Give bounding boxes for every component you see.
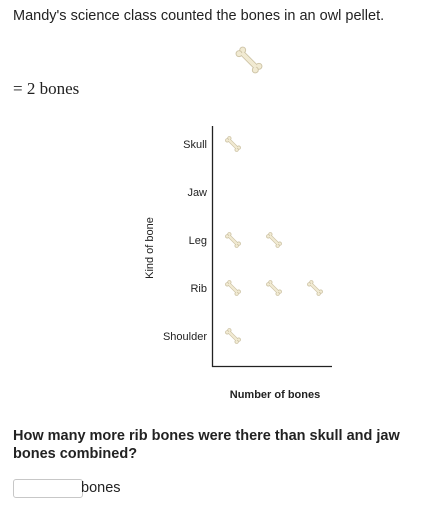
- bone-icon-leg-2: [266, 232, 282, 248]
- category-label-shoulder: Shoulder: [163, 331, 207, 343]
- category-label-skull: Skull: [183, 139, 207, 151]
- answer-input[interactable]: [13, 479, 83, 498]
- pictograph-chart: Kind of bone Number of bones Skull Jaw Leg…: [144, 126, 332, 401]
- bone-icon-skull-1: [225, 136, 241, 152]
- key-bone-icon: [235, 46, 263, 74]
- bone-icon-shoulder-1: [225, 328, 241, 344]
- category-label-rib: Rib: [190, 283, 207, 295]
- answer-unit: bones: [81, 480, 121, 496]
- bone-icon-rib-3: [307, 280, 323, 296]
- x-axis-label: Number of bones: [230, 389, 320, 401]
- question-text: How many more rib bones were there than …: [13, 428, 400, 462]
- key-text: = 2 bones: [13, 79, 80, 98]
- bone-icon-leg-1: [225, 232, 241, 248]
- bone-icon-rib-1: [225, 280, 241, 296]
- intro-text: Mandy's science class counted the bones …: [13, 8, 385, 24]
- bone-icon-rib-2: [266, 280, 282, 296]
- y-axis-label: Kind of bone: [144, 217, 156, 279]
- category-label-jaw: Jaw: [187, 187, 207, 199]
- category-label-leg: Leg: [189, 235, 207, 247]
